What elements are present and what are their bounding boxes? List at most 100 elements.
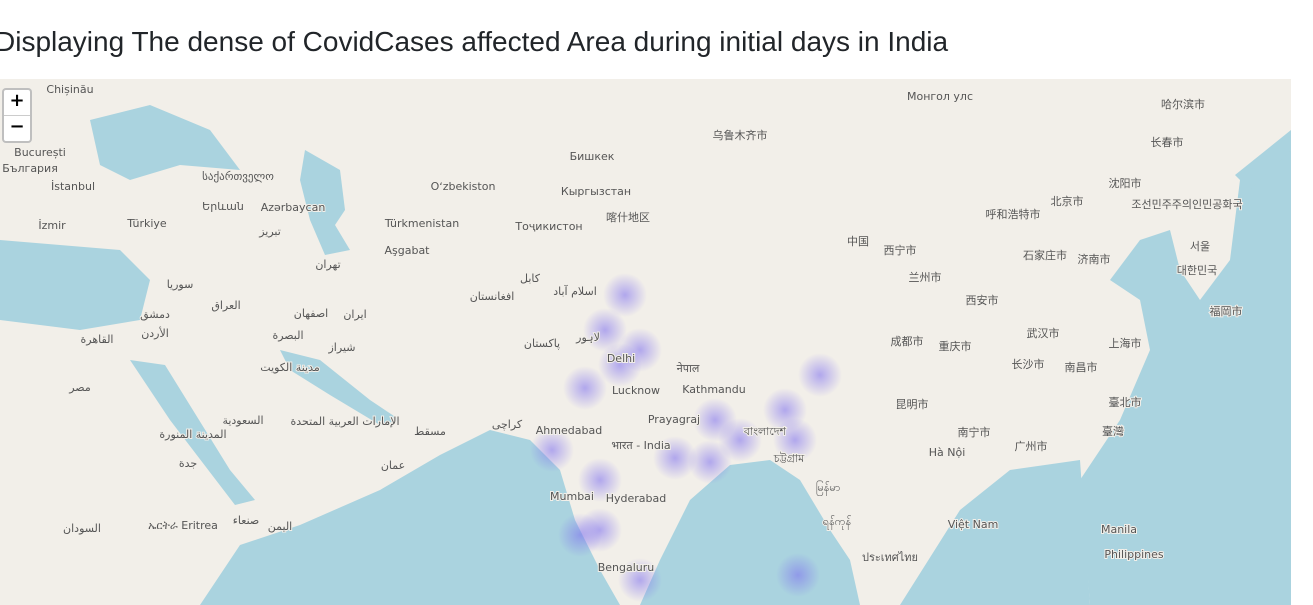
place-label: မြန်မာ <box>816 480 841 496</box>
place-label: کابل <box>520 272 541 285</box>
heat-spot <box>773 418 817 462</box>
place-label: İzmir <box>38 219 66 232</box>
place-label: 서울 <box>1190 240 1210 253</box>
heat-spot <box>776 553 820 597</box>
place-label: افغانستان <box>470 290 515 303</box>
place-label: 喀什地区 <box>606 211 650 224</box>
place-label: Azərbaycan <box>261 201 326 214</box>
place-label: 兰州市 <box>909 270 942 284</box>
place-label: اصفهان <box>294 307 328 320</box>
place-label: Kathmandu <box>682 383 745 396</box>
place-label: 重庆市 <box>939 339 972 353</box>
zoom-in[interactable]: + <box>4 90 30 116</box>
place-label: العراق <box>211 299 240 312</box>
place-label: Việt Nam <box>948 518 999 531</box>
place-label: 福岡市 <box>1210 304 1243 318</box>
place-label: Монгол улс <box>907 90 973 103</box>
place-label: تهران <box>315 258 340 271</box>
place-label: دمشق <box>140 308 170 322</box>
place-label: 呼和浩特市 <box>986 207 1041 221</box>
place-label: Երևան <box>202 200 244 213</box>
place-label: 대한민국 <box>1177 264 1217 277</box>
place-label: Delhi <box>607 352 635 365</box>
place-label: საქართველო <box>202 170 274 183</box>
place-label: 中国 <box>847 235 869 248</box>
place-label: لاہور <box>575 331 600 344</box>
place-label: 成都市 <box>891 334 924 348</box>
place-label: السعودية <box>222 414 263 427</box>
place-label: اسلام آباد <box>553 284 597 298</box>
heat-spot <box>578 458 622 502</box>
place-label: الإمارات العربية المتحدة <box>290 415 399 428</box>
zoom-control: + − <box>2 88 32 143</box>
place-label: Кыргызстан <box>561 185 631 198</box>
place-label: Aşgabat <box>384 244 430 257</box>
place-label: Prayagraj <box>648 413 700 426</box>
place-label: Hà Nội <box>929 446 966 459</box>
place-label: Chișinău <box>46 83 93 96</box>
place-label: 石家庄市 <box>1023 248 1067 262</box>
place-label: 臺灣 <box>1102 424 1124 438</box>
place-label: Türkmenistan <box>384 217 459 230</box>
place-label: Mumbai <box>550 490 594 503</box>
place-label: المدينة المنورة <box>159 428 226 441</box>
place-label: 上海市 <box>1109 336 1142 350</box>
place-label: البصرة <box>272 329 303 342</box>
place-label: سوريا <box>167 278 194 291</box>
map[interactable]: Chișinău București България İstanbul İzmir Tü… <box>0 79 1291 605</box>
place-label: Türkiye <box>126 217 167 230</box>
place-label: Philippines <box>1104 548 1164 561</box>
heat-spot <box>618 558 662 602</box>
place-label: 广州市 <box>1015 439 1048 453</box>
heat-spot <box>563 366 607 410</box>
place-label: नेपाल <box>677 362 700 375</box>
place-label: București <box>14 146 66 159</box>
zoom-out[interactable]: − <box>9 116 25 137</box>
page-title: Displaying The dense of CovidCases affec… <box>0 26 949 57</box>
heat-spot <box>558 513 602 557</box>
heat-layer <box>530 273 842 602</box>
place-label: 济南市 <box>1078 252 1111 266</box>
place-label: Hyderabad <box>606 492 667 505</box>
place-label: বাংলাদেশ <box>743 425 787 438</box>
place-label: 哈尔滨市 <box>1161 97 1205 111</box>
place-label: شیراز <box>328 341 356 354</box>
place-label: 조선민주주의인민공화국 <box>1131 198 1242 211</box>
place-label: ایران <box>343 308 366 321</box>
place-label: مسقط <box>414 425 446 438</box>
place-label: 武汉市 <box>1027 326 1060 340</box>
place-label: Тоҷикистон <box>514 220 582 233</box>
place-label: مصر <box>68 381 91 394</box>
place-label: 沈阳市 <box>1109 176 1142 190</box>
place-label: 南宁市 <box>958 425 991 439</box>
place-label: پاکستان <box>524 337 560 350</box>
place-label: القاهرة <box>81 333 114 346</box>
place-label: 西安市 <box>966 293 999 307</box>
place-label: 长沙市 <box>1012 357 1045 371</box>
place-label: 南昌市 <box>1065 360 1098 374</box>
place-label: 长春市 <box>1151 135 1184 149</box>
place-label: كراچی <box>492 418 523 431</box>
place-label: 臺北市 <box>1109 395 1142 409</box>
place-label: Бишкек <box>570 150 615 163</box>
place-label: صنعاء <box>233 514 260 527</box>
place-label: भारत - India <box>611 439 670 452</box>
place-label: تبریز <box>258 225 281 238</box>
heat-spot <box>603 273 647 317</box>
place-label: Oʻzbekiston <box>431 180 496 193</box>
place-label: عمان <box>381 459 405 472</box>
heat-spot <box>798 353 842 397</box>
heat-spot <box>583 308 627 352</box>
place-label: Bengaluru <box>598 561 655 574</box>
place-label: 乌鲁木齐市 <box>713 128 768 142</box>
place-label: السودان <box>63 522 101 535</box>
place-label: الأردن <box>141 326 169 340</box>
place-label: 西宁市 <box>884 243 917 257</box>
place-label: ኤርትራ Eritrea <box>148 519 218 532</box>
place-label: България <box>2 162 58 175</box>
place-label: 北京市 <box>1051 194 1084 208</box>
heat-spot <box>688 440 732 484</box>
place-label: Ahmedabad <box>536 424 602 437</box>
place-label: مدينة الكويت <box>260 361 320 374</box>
